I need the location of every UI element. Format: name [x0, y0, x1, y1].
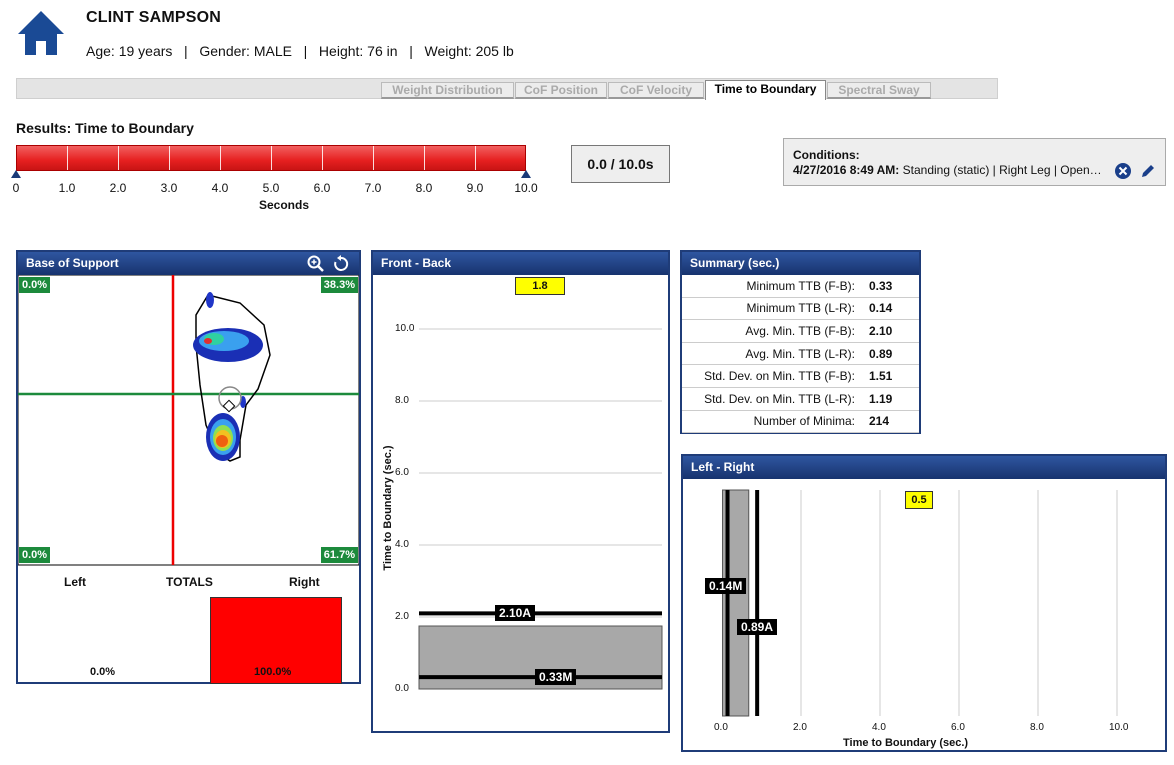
- patient-name: CLINT SAMPSON: [86, 9, 222, 26]
- zoom-in-icon[interactable]: [307, 255, 325, 273]
- left-right-xlabel: Time to Boundary (sec.): [843, 737, 969, 749]
- front-back-panel: Front - Back 1.8 10.0 8.0 6.0 4.0 2.0 0.0 Tim…: [371, 250, 670, 733]
- base-of-support-panel: Base of Support 0.0% 38.3% 0.0% 61.7% Le…: [16, 250, 361, 684]
- left-right-xtick: 8.0: [1030, 722, 1044, 733]
- quadrant-top-left: 0.0%: [19, 277, 51, 293]
- quadrant-bottom-right: 61.7%: [320, 547, 358, 563]
- summary-key: Std. Dev. on Min. TTB (L-R):: [704, 391, 855, 406]
- summary-value: 0.14: [869, 301, 893, 316]
- scale-tick-label: 3.0: [160, 181, 178, 195]
- left-total-value: 0.0%: [90, 666, 116, 678]
- left-right-panel: Left - Right 0.5 0.0 2.0 4.0 6.0 8.0 10.0 Tim…: [681, 454, 1167, 752]
- tab-bar: Weight Distribution CoF Position CoF Vel…: [16, 78, 998, 100]
- right-total-bar: [210, 597, 342, 684]
- scale-tick-label: 7.0: [364, 181, 382, 195]
- conditions-title: Conditions:: [793, 148, 860, 162]
- front-back-ytick: 10.0: [395, 323, 415, 334]
- summary-value: 2.10: [869, 323, 893, 338]
- totals-label: TOTALS: [166, 575, 213, 589]
- scale-unit-label: Seconds: [259, 198, 310, 212]
- panel-title: Summary (sec.): [682, 252, 919, 275]
- scale-tick-label: 0: [12, 181, 20, 195]
- scale-tick-label: 10.0: [514, 181, 538, 195]
- summary-key: Number of Minima:: [753, 414, 855, 429]
- summary-value: 1.19: [869, 391, 893, 406]
- summary-row: Avg. Min. TTB (L-R): 0.89: [682, 343, 919, 366]
- edit-pencil-icon[interactable]: [1139, 162, 1157, 180]
- front-back-ytick: 0.0: [395, 683, 409, 694]
- left-right-avg-label: 0.89A: [737, 619, 778, 635]
- summary-value: 1.51: [869, 369, 893, 384]
- conditions-datetime: 4/27/2016 8:49 AM:: [793, 163, 900, 177]
- tab-cof-position[interactable]: CoF Position: [515, 82, 607, 99]
- totals-left-label: Left: [64, 575, 86, 589]
- conditions-description: Standing (static) | Right Leg | Open…: [902, 163, 1102, 177]
- left-right-xtick: 6.0: [951, 722, 965, 733]
- scale-tick-label: 6.0: [313, 181, 331, 195]
- summary-key: Avg. Min. TTB (L-R):: [745, 346, 855, 361]
- scale-tick-label: 9.0: [466, 181, 484, 195]
- end-marker-icon[interactable]: [521, 170, 531, 178]
- results-title: Results: Time to Boundary: [16, 120, 194, 136]
- scale-tick-label: 4.0: [211, 181, 229, 195]
- time-progress-bar: [16, 145, 526, 171]
- scale-tick-label: 1.0: [58, 181, 76, 195]
- summary-value: 0.33: [869, 278, 893, 293]
- time-readout: 0.0 / 10.0s: [571, 145, 670, 183]
- front-back-badge: 1.8: [515, 277, 565, 295]
- base-of-support-plot: [18, 275, 359, 566]
- quadrant-bottom-left: 0.0%: [19, 547, 51, 563]
- summary-row: Minimum TTB (F-B): 0.33: [682, 275, 919, 298]
- left-right-xtick: 10.0: [1109, 722, 1129, 733]
- left-right-xtick: 0.0: [714, 722, 728, 733]
- summary-value: 0.89: [869, 346, 893, 361]
- front-back-chart: [418, 328, 663, 690]
- scale-tick-label: 8.0: [415, 181, 433, 195]
- summary-row: Std. Dev. on Min. TTB (L-R): 1.19: [682, 388, 919, 411]
- left-right-min-label: 0.14M: [705, 578, 747, 594]
- tab-cof-velocity[interactable]: CoF Velocity: [608, 82, 704, 99]
- scale-tick-label: 2.0: [109, 181, 127, 195]
- panel-title: Left - Right: [683, 456, 1165, 479]
- front-back-ytick: 6.0: [395, 467, 409, 478]
- summary-value: 214: [869, 414, 890, 429]
- summary-row: Number of Minima: 214: [682, 411, 919, 434]
- front-back-avg-label: 2.10A: [495, 605, 536, 621]
- home-icon[interactable]: [16, 8, 66, 58]
- scale-tick-label: 5.0: [262, 181, 280, 195]
- reset-rotate-icon[interactable]: [332, 255, 350, 273]
- left-right-xtick: 4.0: [872, 722, 886, 733]
- summary-panel: Summary (sec.) Minimum TTB (F-B): 0.33 Min…: [680, 250, 921, 434]
- start-marker-icon[interactable]: [11, 170, 21, 178]
- remove-condition-icon[interactable]: [1114, 162, 1132, 180]
- front-back-ytick: 8.0: [395, 395, 409, 406]
- front-back-ytick: 2.0: [395, 611, 409, 622]
- summary-key: Std. Dev. on Min. TTB (F-B):: [704, 369, 855, 384]
- summary-row: Avg. Min. TTB (F-B): 2.10: [682, 320, 919, 343]
- tab-spectral-sway[interactable]: Spectral Sway: [827, 82, 931, 99]
- tab-weight-distribution[interactable]: Weight Distribution: [381, 82, 514, 99]
- conditions-box: Conditions: 4/27/2016 8:49 AM: Standing …: [783, 138, 1166, 186]
- left-right-chart: [722, 489, 1118, 717]
- summary-key: Minimum TTB (L-R):: [746, 301, 855, 316]
- summary-key: Avg. Min. TTB (F-B):: [745, 323, 855, 338]
- totals-right-label: Right: [289, 575, 320, 589]
- right-total-value: 100.0%: [254, 666, 292, 678]
- panel-title: Front - Back: [373, 252, 668, 275]
- quadrant-top-right: 38.3%: [320, 277, 358, 293]
- front-back-min-label: 0.33M: [535, 669, 577, 685]
- left-right-badge: 0.5: [905, 491, 933, 509]
- front-back-ytick: 4.0: [395, 539, 409, 550]
- summary-row: Minimum TTB (L-R): 0.14: [682, 298, 919, 321]
- front-back-ylabel: Time to Boundary (sec.): [382, 445, 394, 571]
- summary-key: Minimum TTB (F-B):: [746, 278, 855, 293]
- patient-info: Age: 19 years | Gender: MALE | Height: 7…: [86, 43, 514, 59]
- panel-title: Base of Support: [18, 252, 359, 275]
- tab-time-to-boundary[interactable]: Time to Boundary: [705, 80, 826, 100]
- left-right-xtick: 2.0: [793, 722, 807, 733]
- summary-row: Std. Dev. on Min. TTB (F-B): 1.51: [682, 365, 919, 388]
